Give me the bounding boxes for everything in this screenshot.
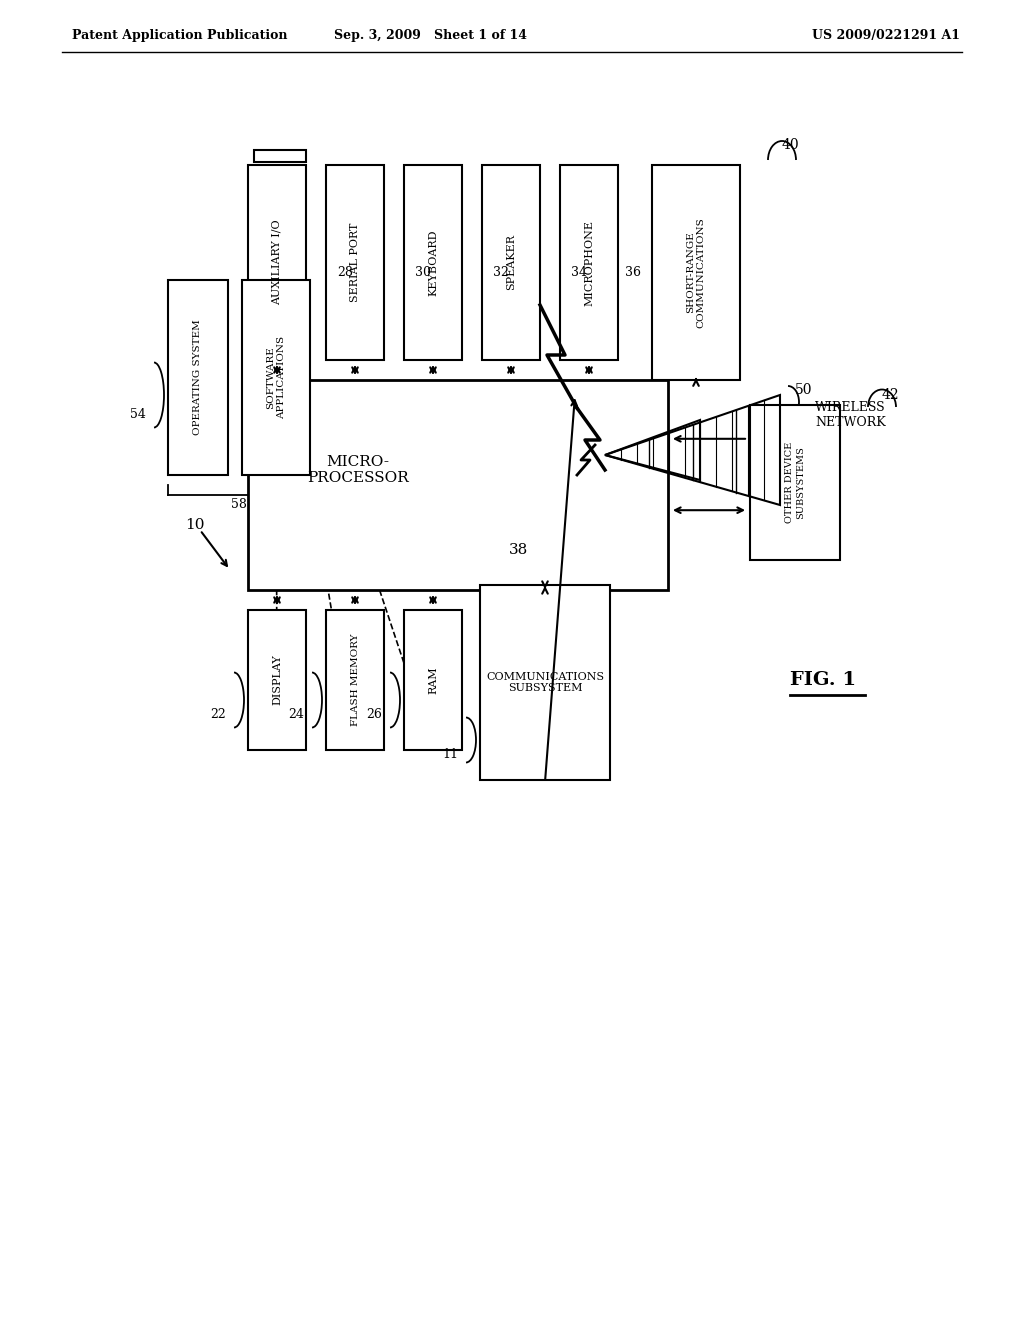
- Text: OPERATING SYSTEM: OPERATING SYSTEM: [194, 319, 203, 436]
- Text: 54: 54: [130, 408, 146, 421]
- Bar: [168, 280, 228, 475]
- Text: 10: 10: [185, 517, 205, 532]
- Bar: [560, 165, 618, 360]
- Text: 24: 24: [288, 709, 304, 722]
- Bar: [248, 165, 306, 360]
- Bar: [326, 610, 384, 750]
- Text: SHORT-RANGE
COMMUNICATIONS: SHORT-RANGE COMMUNICATIONS: [686, 216, 706, 327]
- Bar: [480, 585, 610, 780]
- Text: Patent Application Publication: Patent Application Publication: [72, 29, 288, 41]
- Text: 38: 38: [508, 543, 527, 557]
- Text: DISPLAY: DISPLAY: [272, 655, 282, 705]
- Text: Sep. 3, 2009   Sheet 1 of 14: Sep. 3, 2009 Sheet 1 of 14: [334, 29, 526, 41]
- Bar: [248, 380, 668, 590]
- Bar: [750, 405, 840, 560]
- Text: 34: 34: [571, 267, 587, 279]
- Bar: [404, 165, 462, 360]
- Text: SERIAL PORT: SERIAL PORT: [350, 223, 360, 302]
- Text: MICROPHONE: MICROPHONE: [584, 219, 594, 305]
- Text: MICRO-
PROCESSOR: MICRO- PROCESSOR: [307, 455, 409, 486]
- Bar: [482, 165, 540, 360]
- Bar: [652, 165, 740, 380]
- Text: 22: 22: [210, 709, 226, 722]
- Text: 32: 32: [494, 267, 509, 279]
- Text: 50: 50: [795, 383, 812, 397]
- Bar: [404, 610, 462, 750]
- Bar: [326, 165, 384, 360]
- Text: 42: 42: [882, 388, 899, 403]
- Bar: [242, 280, 310, 475]
- Text: FLASH MEMORY: FLASH MEMORY: [350, 634, 359, 726]
- Bar: [248, 610, 306, 750]
- Text: 11: 11: [442, 748, 458, 762]
- Text: 58: 58: [231, 499, 247, 511]
- Text: KEYBOARD: KEYBOARD: [428, 230, 438, 296]
- Bar: [254, 150, 306, 162]
- Text: 26: 26: [367, 709, 382, 722]
- Text: 40: 40: [781, 139, 799, 152]
- Text: RAM: RAM: [428, 667, 438, 694]
- Text: WIRELESS
NETWORK: WIRELESS NETWORK: [815, 401, 886, 429]
- Text: OTHER DEVICE
SUBSYSTEMS: OTHER DEVICE SUBSYSTEMS: [785, 442, 805, 523]
- Text: FIG. 1: FIG. 1: [790, 671, 856, 689]
- Text: AUXILIARY I/O: AUXILIARY I/O: [272, 219, 282, 305]
- Text: 28: 28: [337, 267, 353, 279]
- Text: COMMUNICATIONS
SUBSYSTEM: COMMUNICATIONS SUBSYSTEM: [486, 672, 604, 693]
- Text: 36: 36: [625, 267, 641, 279]
- Text: 30: 30: [415, 267, 431, 279]
- Text: US 2009/0221291 A1: US 2009/0221291 A1: [812, 29, 961, 41]
- Text: SPEAKER: SPEAKER: [506, 235, 516, 290]
- Text: SOFTWARE
APPLICATIONS: SOFTWARE APPLICATIONS: [266, 335, 286, 418]
